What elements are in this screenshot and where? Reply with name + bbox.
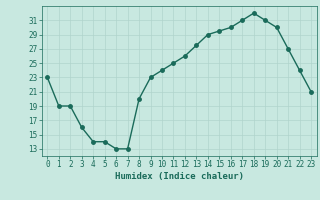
X-axis label: Humidex (Indice chaleur): Humidex (Indice chaleur)	[115, 172, 244, 181]
